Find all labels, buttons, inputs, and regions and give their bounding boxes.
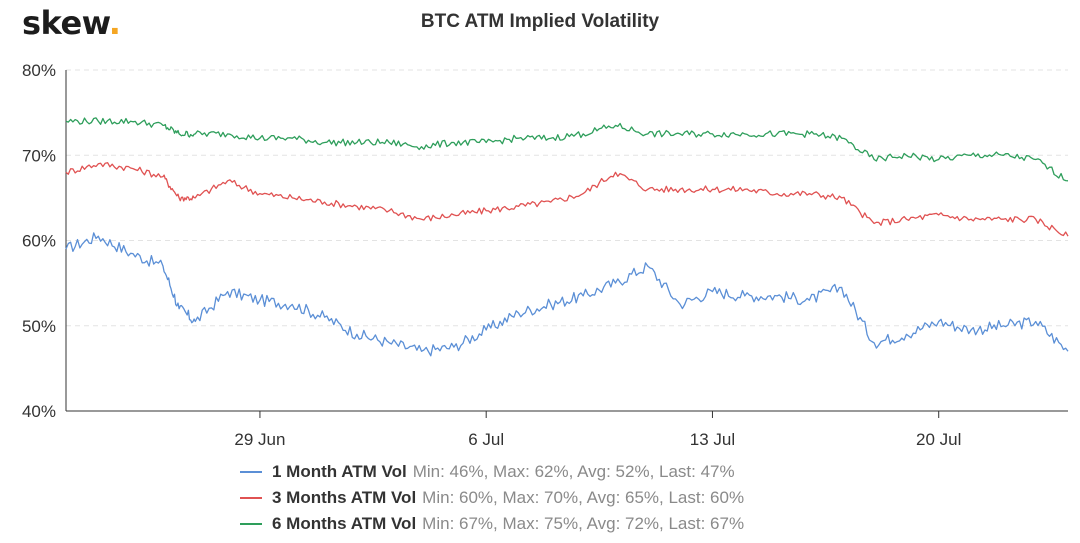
series-line-2 xyxy=(65,162,1069,237)
x-tick-label: 20 Jul xyxy=(916,430,961,449)
series-line-3 xyxy=(65,117,1069,182)
series-line-1 xyxy=(65,232,1069,357)
legend-swatch-1m xyxy=(240,471,262,473)
chart-legend: 1 Month ATM Vol Min: 46%, Max: 62%, Avg:… xyxy=(240,459,744,537)
y-tick-label: 60% xyxy=(22,232,56,251)
x-tick-label: 29 Jun xyxy=(234,430,285,449)
legend-item-6m[interactable]: 6 Months ATM Vol Min: 67%, Max: 75%, Avg… xyxy=(240,511,744,537)
chart-title: BTC ATM Implied Volatility xyxy=(420,11,660,32)
legend-label-3m: 3 Months ATM Vol xyxy=(272,488,417,507)
legend-label-1m: 1 Month ATM Vol xyxy=(272,462,407,481)
y-tick-label: 50% xyxy=(22,317,56,336)
legend-swatch-3m xyxy=(240,497,262,499)
x-tick-label: 13 Jul xyxy=(690,430,735,449)
legend-item-3m[interactable]: 3 Months ATM Vol Min: 60%, Max: 70%, Avg… xyxy=(240,485,744,511)
skew-logo: skew. xyxy=(22,4,121,42)
legend-stats-1m: Min: 46%, Max: 62%, Avg: 52%, Last: 47% xyxy=(412,462,735,481)
legend-swatch-6m xyxy=(240,523,262,525)
y-tick-label: 40% xyxy=(22,402,56,421)
y-tick-label: 80% xyxy=(22,61,56,80)
x-tick-label: 6 Jul xyxy=(468,430,504,449)
legend-item-1m[interactable]: 1 Month ATM Vol Min: 46%, Max: 62%, Avg:… xyxy=(240,459,744,485)
legend-stats-6m: Min: 67%, Max: 75%, Avg: 72%, Last: 67% xyxy=(422,514,745,533)
legend-label-6m: 6 Months ATM Vol xyxy=(272,514,417,533)
legend-stats-3m: Min: 60%, Max: 70%, Avg: 65%, Last: 60% xyxy=(422,488,745,507)
y-tick-label: 70% xyxy=(22,146,56,165)
